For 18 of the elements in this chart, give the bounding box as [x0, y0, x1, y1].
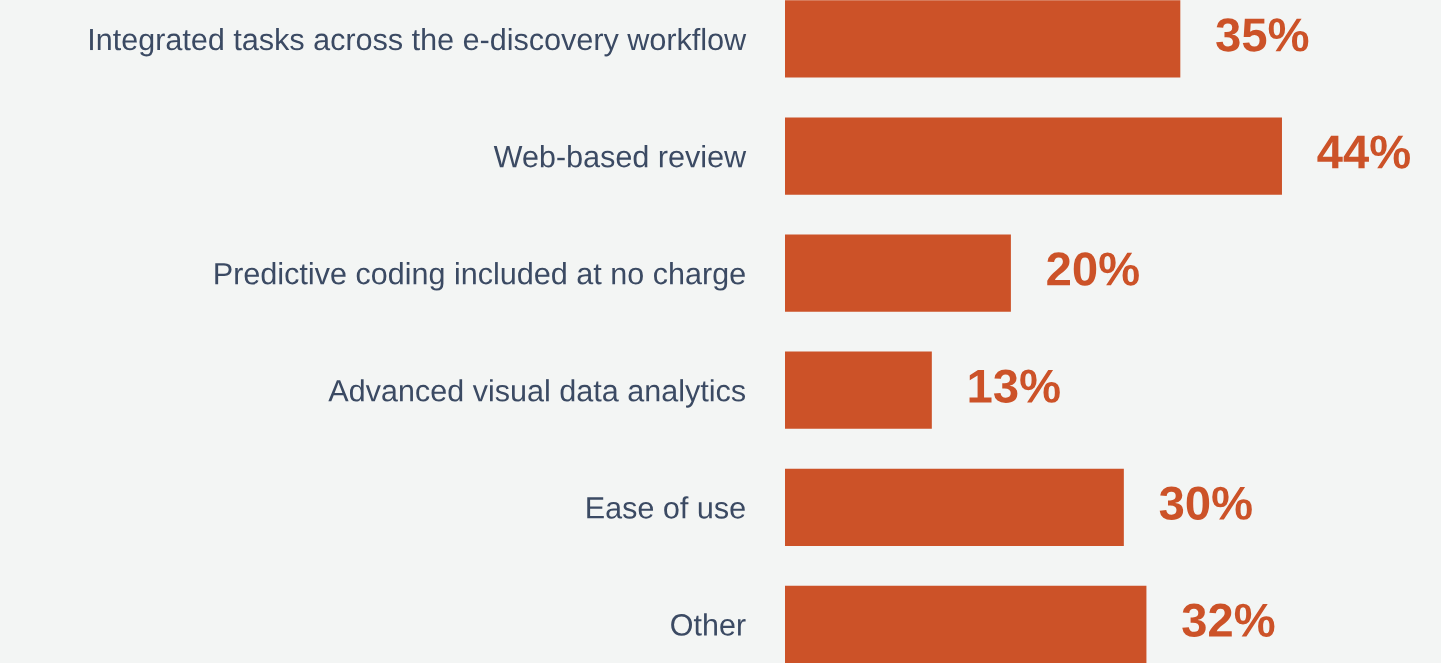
- bar: [785, 0, 1181, 78]
- data-label: 35%: [1216, 18, 1309, 52]
- y-tick-label: Advanced visual data analytics: [328, 379, 746, 408]
- data-label: 20%: [1047, 252, 1139, 286]
- data-label: 44%: [1317, 135, 1410, 169]
- y-tick-label: Web-based review: [493, 144, 747, 168]
- bar: [785, 117, 1282, 195]
- bar: [785, 585, 1147, 663]
- y-tick-label: Predictive coding included at no charge: [215, 262, 745, 291]
- y-tick-label: Ease of use: [587, 496, 745, 519]
- data-label: 32%: [1182, 603, 1275, 638]
- data-label: 13%: [969, 369, 1060, 403]
- y-tick-label: Integrated tasks across the e-discovery workflow: [90, 27, 747, 57]
- bar: [785, 468, 1124, 546]
- bar: [785, 351, 932, 429]
- data-label: 30%: [1159, 486, 1252, 521]
- bar: [785, 234, 1011, 312]
- y-tick-label: Other: [671, 613, 746, 636]
